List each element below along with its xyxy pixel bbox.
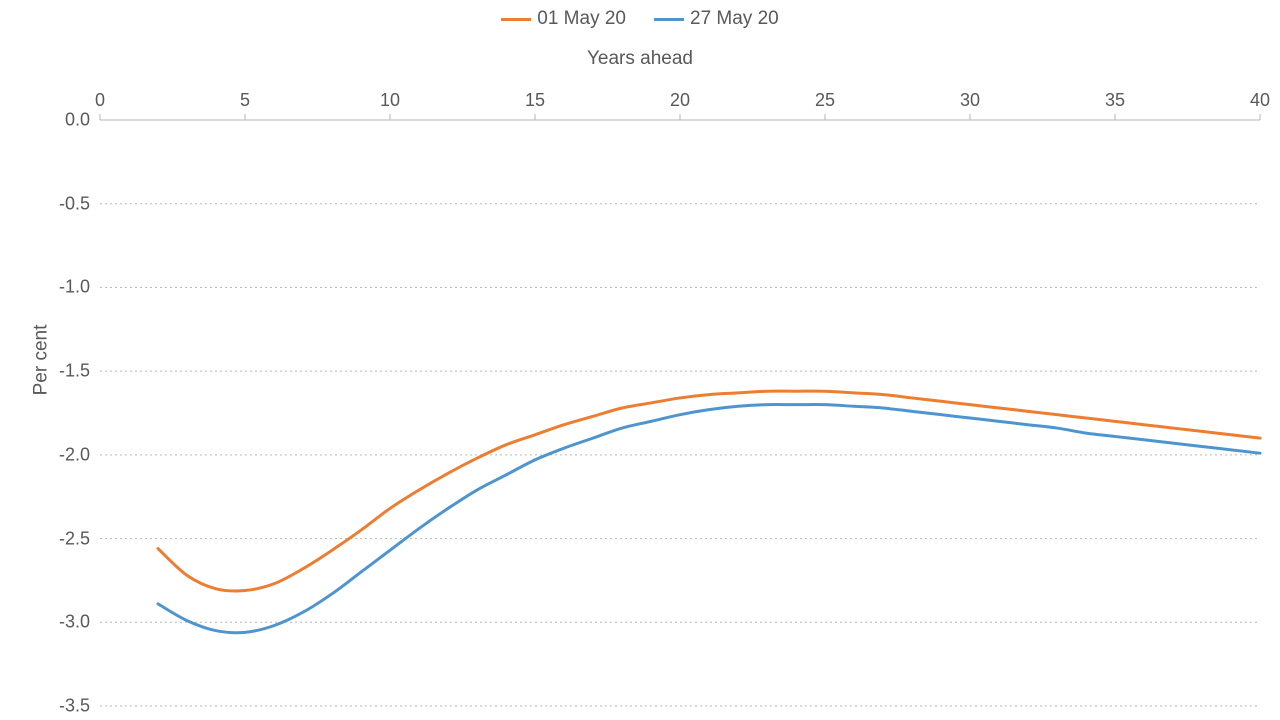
legend-swatch <box>501 18 531 21</box>
plot-area <box>100 120 1260 706</box>
legend-label: 01 May 20 <box>537 8 626 30</box>
x-tick-label: 40 <box>1250 90 1270 111</box>
y-tick-label: -3.5 <box>59 696 90 717</box>
x-tick-label: 0 <box>95 90 105 111</box>
plot-svg <box>100 120 1260 706</box>
series-line <box>158 405 1260 633</box>
legend-label: 27 May 20 <box>690 8 779 30</box>
legend-swatch <box>654 18 684 21</box>
x-axis-title: Years ahead <box>0 48 1280 70</box>
y-tick-label: -0.5 <box>59 193 90 214</box>
y-axis-title: Per cent <box>30 325 52 396</box>
line-chart: 01 May 2027 May 20 Years ahead Per cent … <box>0 0 1280 720</box>
y-tick-label: -1.0 <box>59 277 90 298</box>
x-tick-label: 10 <box>380 90 400 111</box>
legend-item: 27 May 20 <box>654 8 779 30</box>
x-tick-label: 30 <box>960 90 980 111</box>
x-tick-label: 5 <box>240 90 250 111</box>
y-tick-label: 0.0 <box>65 110 90 131</box>
x-tick-label: 15 <box>525 90 545 111</box>
legend-item: 01 May 20 <box>501 8 626 30</box>
y-tick-label: -3.0 <box>59 612 90 633</box>
x-tick-label: 35 <box>1105 90 1125 111</box>
legend: 01 May 20 27 May 20 <box>0 8 1280 30</box>
y-tick-label: -1.5 <box>59 361 90 382</box>
series-line <box>158 391 1260 591</box>
y-tick-label: -2.0 <box>59 444 90 465</box>
y-tick-label: -2.5 <box>59 528 90 549</box>
x-tick-label: 25 <box>815 90 835 111</box>
x-tick-label: 20 <box>670 90 690 111</box>
